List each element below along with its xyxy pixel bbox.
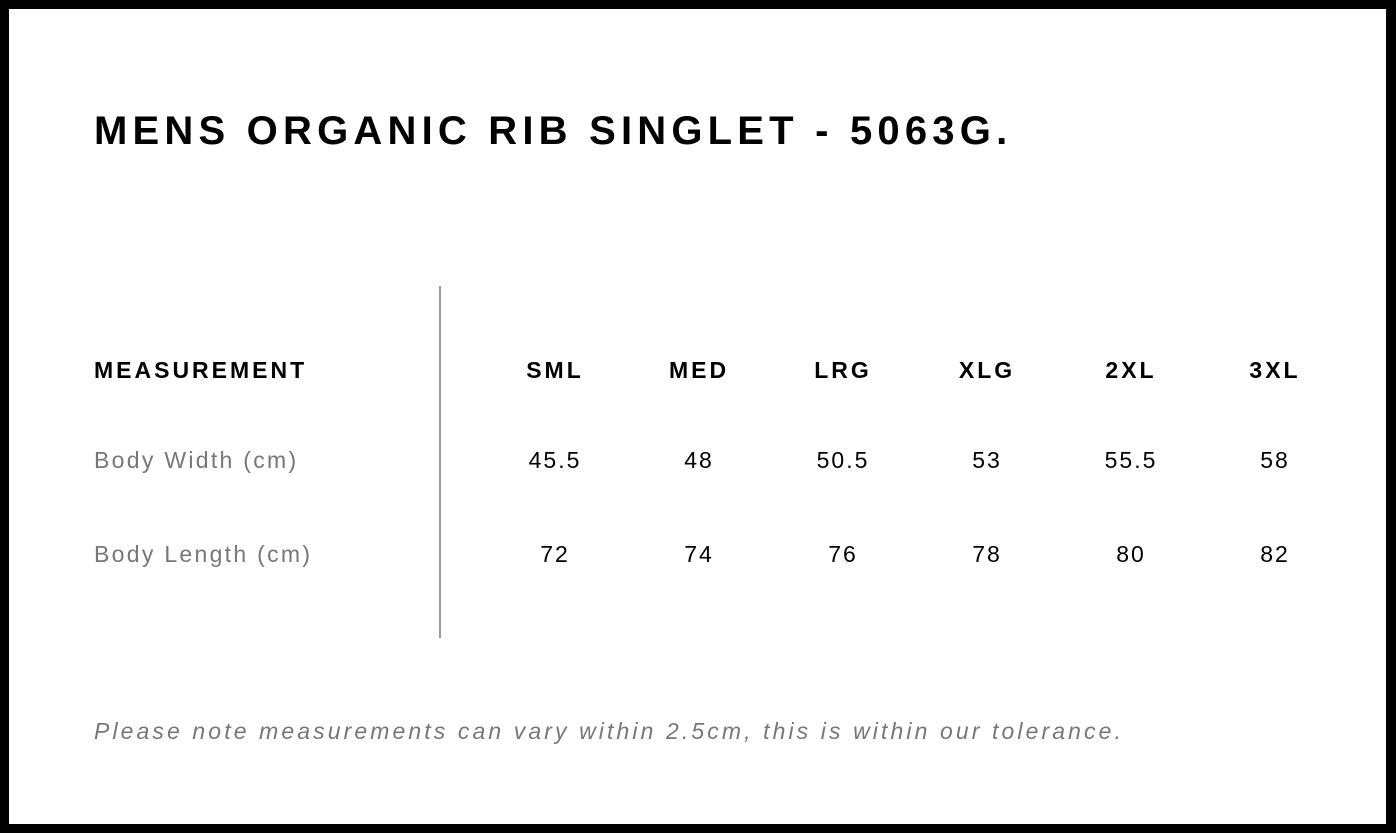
table-cell: 55.5	[1104, 447, 1158, 473]
table-cell: 78	[972, 541, 1002, 567]
page-title: MENS ORGANIC RIB SINGLET - 5063G.	[94, 109, 1013, 153]
table-cell: 82	[1260, 541, 1290, 567]
size-header-lrg: LRG	[814, 357, 872, 383]
size-header-2xl: 2XL	[1105, 357, 1157, 383]
row-label-body-width: Body Width (cm)	[94, 447, 299, 473]
size-header-3xl: 3XL	[1249, 357, 1301, 383]
table-cell: 74	[684, 541, 714, 567]
table-cell: 48	[684, 447, 714, 473]
table-cell: 76	[828, 541, 858, 567]
size-header-xlg: XLG	[958, 357, 1016, 383]
table-cell: 80	[1116, 541, 1146, 567]
table-cell: 45.5	[528, 447, 582, 473]
size-chart-card: MENS ORGANIC RIB SINGLET - 5063G. MEASUR…	[9, 9, 1386, 824]
column-divider	[439, 286, 441, 638]
row-label-body-length: Body Length (cm)	[94, 541, 313, 567]
table-cell: 53	[972, 447, 1002, 473]
measurement-header: MEASUREMENT	[94, 357, 308, 383]
table-cell: 50.5	[816, 447, 870, 473]
size-header-med: MED	[668, 357, 730, 383]
tolerance-note: Please note measurements can vary within…	[94, 718, 1125, 744]
table-cell: 58	[1260, 447, 1290, 473]
table-cell: 72	[540, 541, 570, 567]
size-header-sml: SML	[526, 357, 584, 383]
